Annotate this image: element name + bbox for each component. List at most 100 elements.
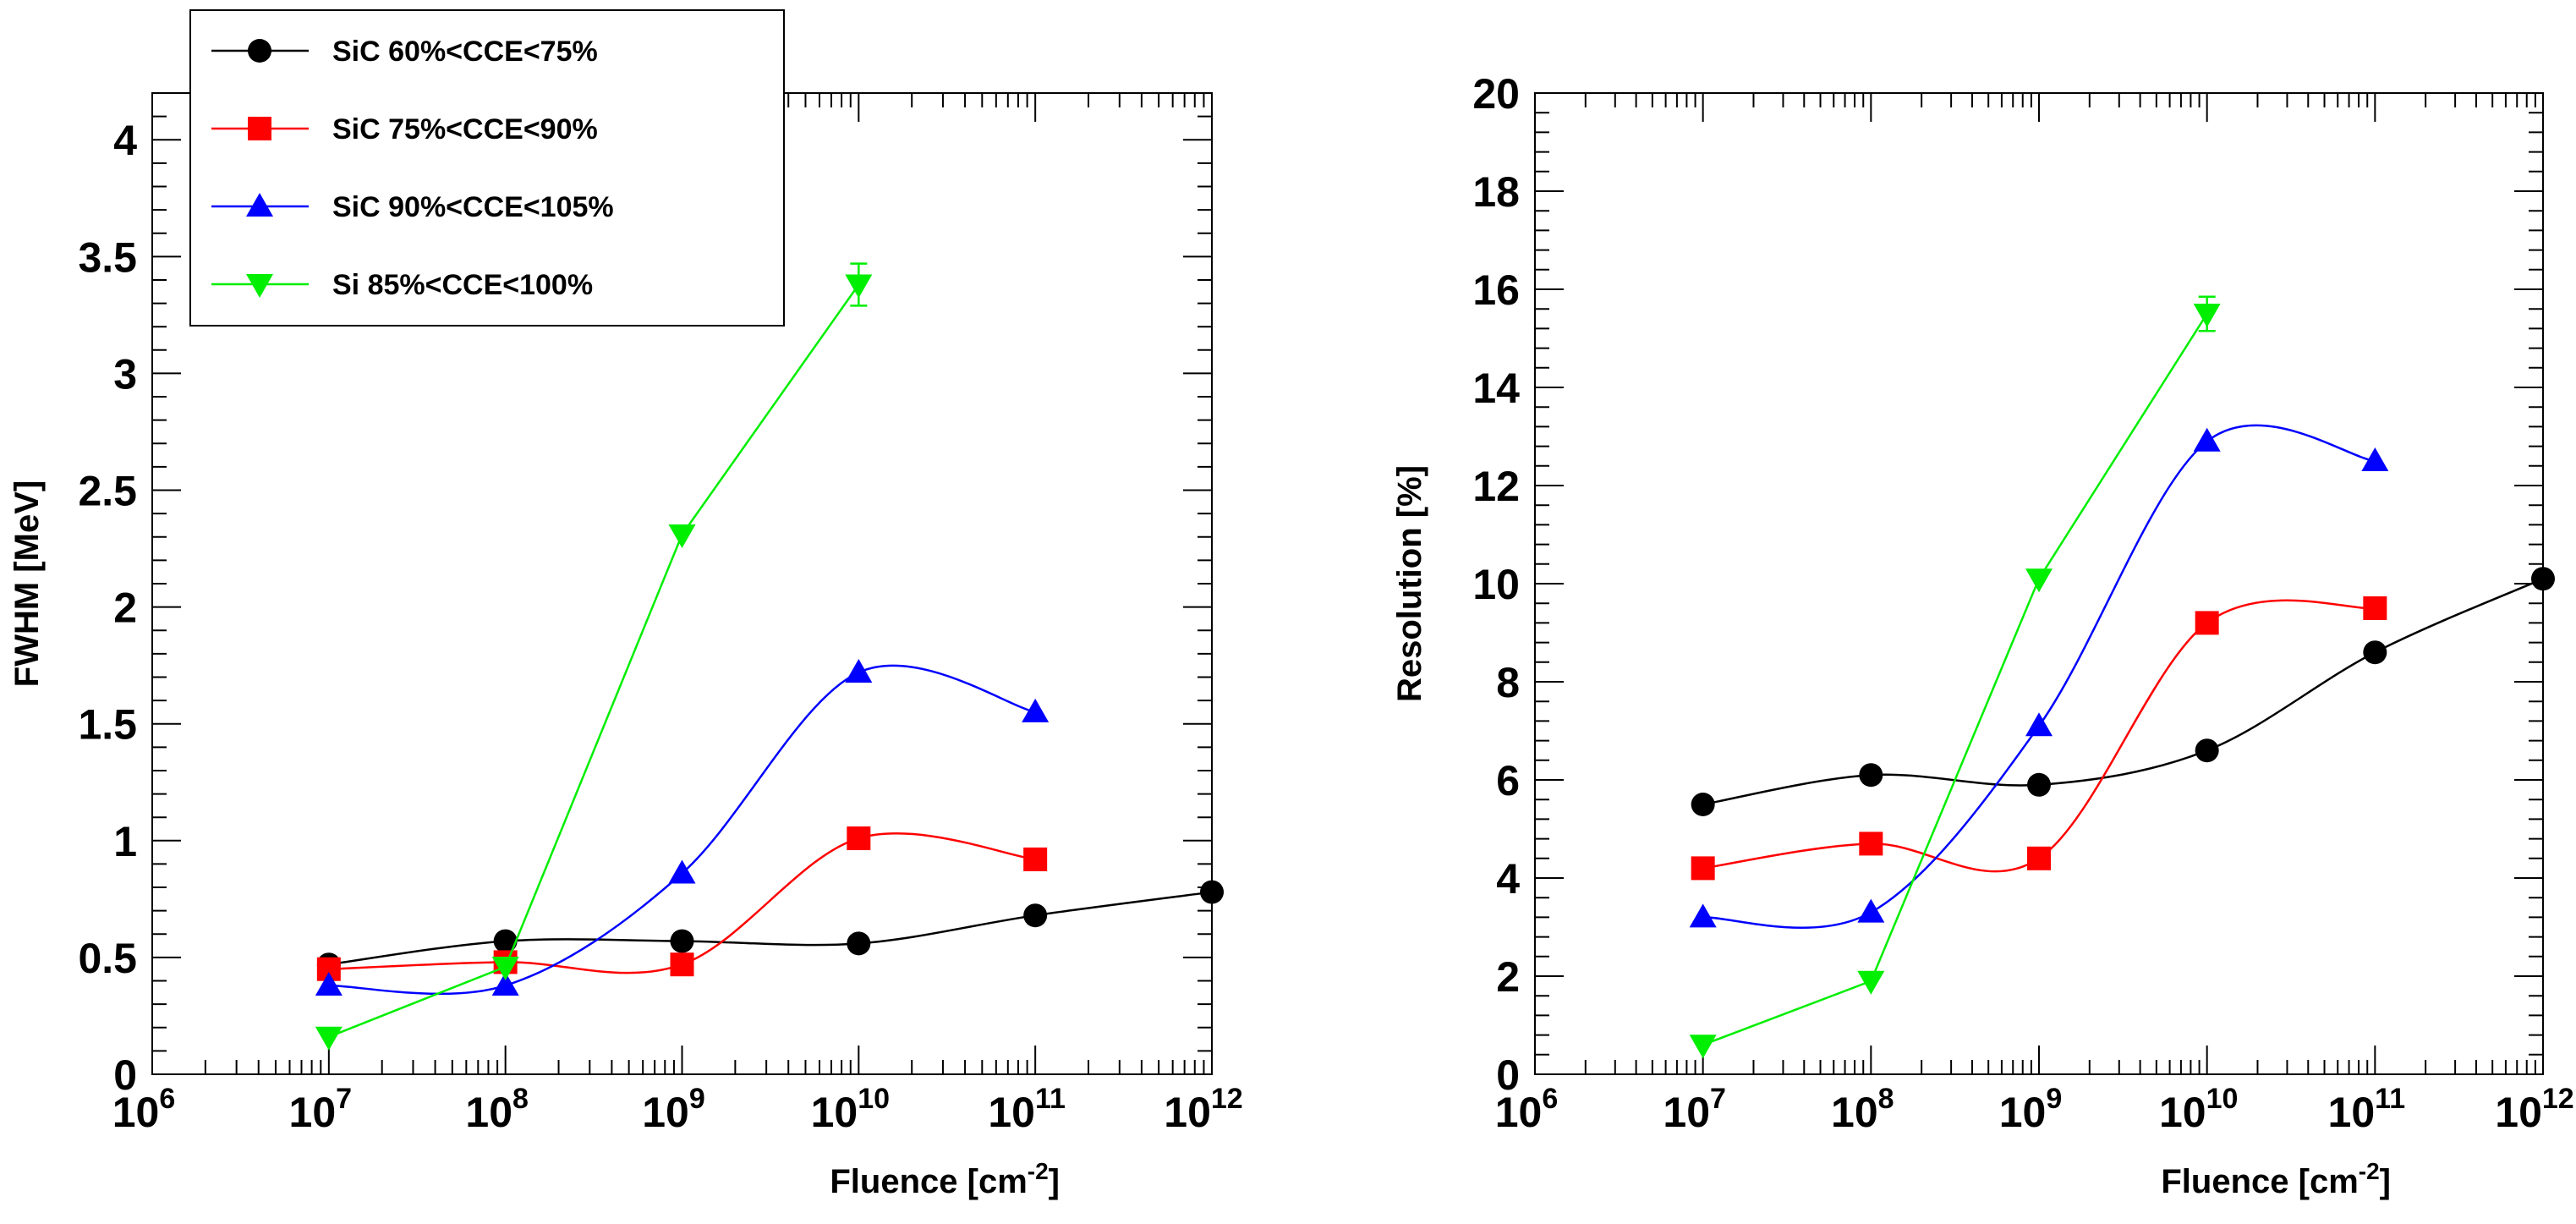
data-point [2025, 568, 2053, 593]
x-tick-label: 108 [465, 1083, 529, 1136]
x-tick-label: 1010 [811, 1083, 890, 1136]
data-point [668, 524, 696, 548]
legend-marker [248, 39, 271, 63]
data-point [1691, 793, 1715, 816]
y-tick-label: 1.5 [78, 701, 137, 749]
data-point [315, 1026, 343, 1051]
legend-label: SiC 90%<CCE<105% [332, 191, 614, 223]
data-point [2193, 304, 2221, 327]
data-point [1023, 847, 1048, 871]
data-point [1857, 970, 1885, 995]
y-tick-label: 1 [113, 818, 137, 865]
series-line [1702, 578, 2544, 806]
y-tick-label: 12 [1472, 463, 1520, 510]
x-tick-label: 1012 [2495, 1083, 2573, 1136]
x-tick-label: 109 [642, 1083, 705, 1136]
y-tick-label: 2.5 [78, 468, 137, 515]
data-point [1023, 903, 1048, 928]
series-line [1702, 424, 2376, 929]
series-2 [1689, 424, 2389, 929]
data-point [668, 859, 696, 884]
x-tick-label: 1011 [988, 1083, 1066, 1136]
legend-entry: SiC 75%<CCE<90% [211, 113, 598, 145]
data-point [2195, 611, 2219, 635]
resolution-panel: 106 107 108 109 1010 1011 10120246810121416182… [1391, 70, 2574, 1200]
y-tick-label: 0.5 [78, 935, 137, 982]
legend-label: SiC 75%<CCE<90% [332, 113, 598, 145]
y-tick-label: 4 [1496, 855, 1520, 903]
x-tick-label: 1011 [2328, 1083, 2406, 1136]
series-line [328, 664, 1036, 996]
legend-marker [246, 274, 273, 298]
legend-marker [248, 117, 271, 140]
x-tick-label: 1012 [1164, 1083, 1242, 1136]
legend-marker [246, 193, 273, 217]
data-point [670, 952, 694, 977]
data-point [1859, 832, 1883, 856]
data-point [1689, 903, 1717, 928]
fwhm-panel: 106 107 108 109 1010 1011 1012 0 0.5 1 1.5 2 2.5 3 3.5… [8, 92, 1243, 1200]
data-point [315, 972, 343, 996]
legend-label: Si 85%<CCE<100% [332, 269, 593, 301]
data-point [2027, 772, 2051, 797]
data-point [1691, 856, 1715, 881]
series-2 [315, 658, 1050, 996]
data-point [670, 929, 694, 953]
series-1 [1691, 596, 2387, 881]
series-line [328, 283, 860, 1038]
legend-entry: SiC 90%<CCE<105% [211, 191, 614, 223]
series-3 [1689, 295, 2221, 1059]
series-3 [315, 262, 873, 1051]
data-point [845, 274, 873, 299]
data-point [847, 931, 871, 956]
y-tick-label: 14 [1472, 365, 1520, 412]
data-point [845, 658, 873, 683]
x-axis-title: Fluence [cm-2] [2161, 1158, 2391, 1200]
y-tick-label: 3.5 [78, 233, 137, 281]
data-point [847, 826, 871, 851]
data-point [491, 972, 519, 996]
x-tick-label: 109 [1999, 1083, 2063, 1136]
y-tick-label: 2 [113, 585, 137, 632]
x-tick-label: 106 [112, 1083, 176, 1136]
legend-box [189, 9, 785, 327]
y-tick-label: 8 [1496, 659, 1520, 706]
x-tick-label: 1010 [2159, 1083, 2238, 1136]
legend-entry: SiC 60%<CCE<75% [211, 36, 598, 68]
data-point [2027, 846, 2051, 870]
x-tick-label: 106 [1495, 1083, 1559, 1136]
x-tick-label: 107 [289, 1083, 353, 1136]
data-point [2195, 738, 2219, 763]
x-tick-label: 108 [1831, 1083, 1894, 1136]
data-point [2363, 596, 2387, 620]
y-tick-label: 0 [113, 1051, 137, 1099]
series-0 [1691, 567, 2555, 816]
legend-label: SiC 60%<CCE<75% [332, 36, 598, 68]
data-point [1857, 898, 1885, 923]
data-point [2025, 712, 2053, 737]
legend-entry: Si 85%<CCE<100% [211, 269, 593, 301]
data-point [1022, 698, 1050, 722]
data-point [1200, 880, 1224, 904]
series-line [1702, 313, 2208, 1046]
series-line [328, 891, 1213, 966]
y-tick-label: 0 [1496, 1051, 1520, 1099]
data-point [491, 956, 519, 980]
data-point [493, 929, 518, 953]
y-tick-label: 3 [113, 350, 137, 398]
data-point [2531, 567, 2555, 591]
data-point [2193, 427, 2221, 452]
data-point [1859, 763, 1883, 788]
x-axis-title: Fluence [cm-2] [830, 1158, 1060, 1200]
y-tick-label: 20 [1472, 70, 1520, 118]
data-point [1689, 1035, 1717, 1059]
series-1 [316, 826, 1048, 981]
y-tick-label: 18 [1472, 168, 1520, 216]
y-axis-title: Resolution [%] [1391, 465, 1428, 702]
data-point [2361, 447, 2389, 471]
y-tick-label: 2 [1496, 953, 1520, 1001]
y-axis-title: FWHM [MeV] [8, 480, 46, 687]
data-point [2363, 640, 2387, 665]
legend: SiC 60%<CCE<75% SiC 75%<CCE<90% SiC 90%<CC… [189, 9, 785, 327]
